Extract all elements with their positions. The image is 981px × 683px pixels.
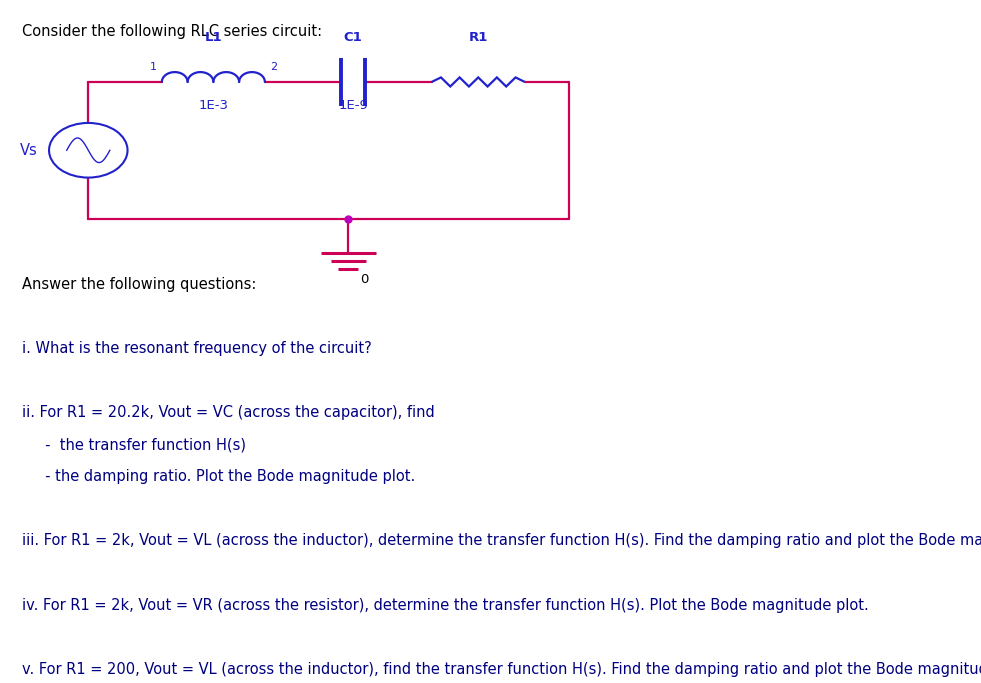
Text: iv. For R1 = 2k, Vout = VR (across the resistor), determine the transfer functio: iv. For R1 = 2k, Vout = VR (across the r… [22,598,868,613]
Text: 1E-3: 1E-3 [198,99,229,112]
Text: 1E-9: 1E-9 [338,99,368,112]
Text: 0: 0 [360,273,369,286]
Text: R1: R1 [469,31,488,44]
Text: v. For R1 = 200, Vout = VL (across the inductor), find the transfer function H(s: v. For R1 = 200, Vout = VL (across the i… [22,662,981,677]
Text: Consider the following RLC series circuit:: Consider the following RLC series circui… [22,24,322,39]
Text: C1: C1 [343,31,363,44]
Text: 2: 2 [270,61,277,72]
Text: - the damping ratio. Plot the Bode magnitude plot.: - the damping ratio. Plot the Bode magni… [22,469,415,484]
Text: i. What is the resonant frequency of the circuit?: i. What is the resonant frequency of the… [22,341,372,356]
Text: 1: 1 [150,61,157,72]
Text: Answer the following questions:: Answer the following questions: [22,277,256,292]
Text: Vs: Vs [20,143,37,158]
Text: -  the transfer function H(s): - the transfer function H(s) [22,437,245,452]
Text: iii. For R1 = 2k, Vout = VL (across the inductor), determine the transfer functi: iii. For R1 = 2k, Vout = VL (across the … [22,533,981,548]
Text: L1: L1 [205,31,222,44]
Text: ii. For R1 = 20.2k, Vout = VC (across the capacitor), find: ii. For R1 = 20.2k, Vout = VC (across th… [22,405,435,420]
